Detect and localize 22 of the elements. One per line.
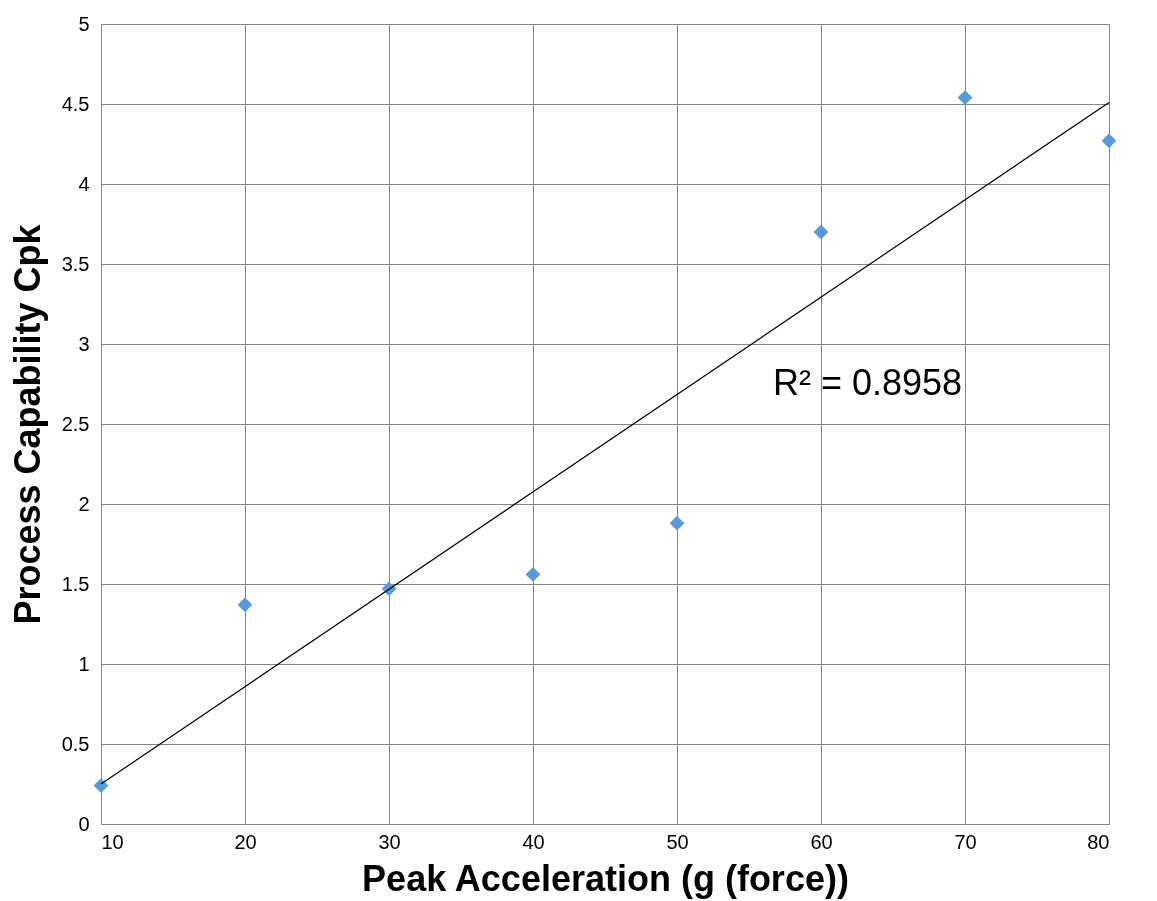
y-tick-label: 3	[78, 332, 90, 355]
y-tick-label: 2.5	[61, 412, 90, 435]
y-tick-label: 2	[78, 492, 90, 515]
x-tick-label: 60	[810, 830, 833, 853]
y-axis-title: Process Capability Cpk	[6, 223, 48, 625]
x-tick-label: 80	[1087, 830, 1110, 853]
x-tick-label: 40	[522, 830, 545, 853]
y-tick-label: 3.5	[61, 252, 90, 275]
x-tick-label: 50	[666, 830, 689, 853]
x-tick-label: 20	[234, 830, 257, 853]
y-tick-label: 0	[78, 812, 90, 835]
y-tick-label: 1	[78, 652, 90, 675]
x-tick-label: 70	[954, 830, 977, 853]
y-tick-label: 1.5	[61, 572, 90, 595]
annotation: R² = 0.8958	[773, 362, 963, 403]
x-axis-title: Peak Acceleration (g (force))	[362, 857, 849, 899]
x-tick-label: 30	[378, 830, 401, 853]
y-tick-label: 5	[78, 12, 90, 35]
x-tick-label: 10	[101, 830, 124, 853]
y-tick-label: 4.5	[61, 92, 90, 115]
y-tick-label: 0.5	[61, 732, 90, 755]
y-tick-label: 4	[78, 172, 90, 195]
